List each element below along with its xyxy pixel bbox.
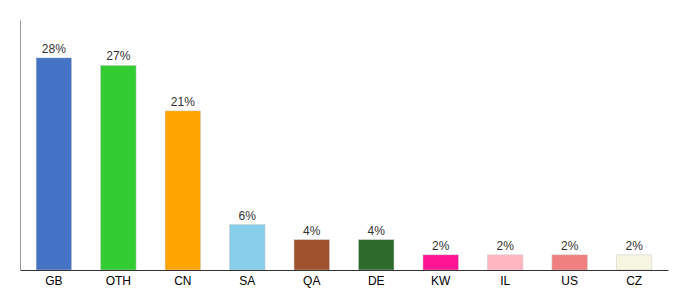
x-tick: GB <box>45 270 62 288</box>
x-tick-label: CZ <box>626 274 642 288</box>
x-tick-label: QA <box>303 274 320 288</box>
x-tick: CN <box>174 270 191 288</box>
x-tick-label: OTH <box>106 274 131 288</box>
data-label: 2% <box>625 239 643 253</box>
data-label: 2% <box>432 239 450 253</box>
plot: GB OTH CN SA QA DE KW IL US CZ 28% 27% 21% 6% 4% 4% 2% 2%… <box>21 21 669 288</box>
x-tick: OTH <box>106 270 131 288</box>
y-axis <box>20 21 21 271</box>
data-label: 6% <box>239 209 257 223</box>
bar <box>616 255 651 270</box>
data-label: 21% <box>171 95 195 109</box>
x-tick-label: DE <box>368 274 385 288</box>
bar <box>294 240 329 270</box>
x-tick: SA <box>239 270 255 288</box>
chart: GB OTH CN SA QA DE KW IL US CZ 28% 27% 21% 6% 4% 4% 2% 2%… <box>0 0 680 300</box>
data-labels: 28% 27% 21% 6% 4% 4% 2% 2% 2% 2% <box>42 42 643 253</box>
x-tick: QA <box>303 270 320 288</box>
x-tick: IL <box>500 270 510 288</box>
x-tick-label: SA <box>239 274 255 288</box>
data-label: 28% <box>42 42 66 56</box>
bars <box>36 58 652 270</box>
bar <box>359 240 394 270</box>
x-tick: CZ <box>626 270 642 288</box>
bar <box>165 111 200 270</box>
x-tick-label: IL <box>500 274 510 288</box>
bar <box>487 255 522 270</box>
bar <box>230 225 265 270</box>
x-tick-label: KW <box>431 274 451 288</box>
x-tick: KW <box>431 270 451 288</box>
x-tick-label: US <box>561 274 578 288</box>
x-tick: US <box>561 270 578 288</box>
y-axis-line <box>20 21 21 271</box>
bar <box>552 255 587 270</box>
bar <box>423 255 458 270</box>
x-tick-label: CN <box>174 274 191 288</box>
data-label: 2% <box>497 239 515 253</box>
bar <box>36 58 71 270</box>
x-axis: GB OTH CN SA QA DE KW IL US CZ <box>21 270 669 288</box>
data-label: 4% <box>368 224 386 238</box>
x-axis-line <box>21 270 669 271</box>
data-label: 2% <box>561 239 579 253</box>
x-tick: DE <box>368 270 385 288</box>
bar <box>101 65 136 270</box>
data-label: 4% <box>303 224 321 238</box>
x-tick-label: GB <box>45 274 62 288</box>
data-label: 27% <box>106 49 130 63</box>
